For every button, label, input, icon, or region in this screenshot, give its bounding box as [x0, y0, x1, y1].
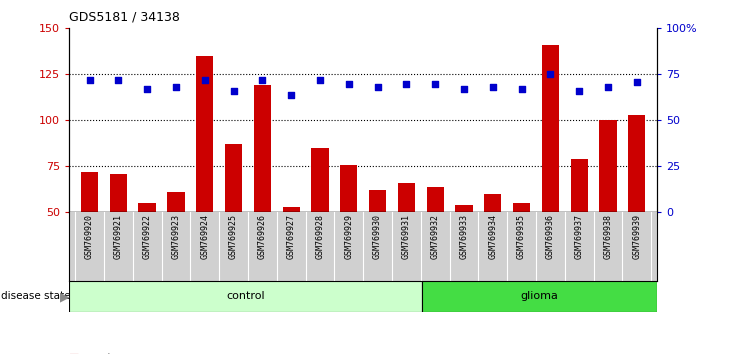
Text: GSM769935: GSM769935 — [517, 215, 526, 259]
Text: GSM769934: GSM769934 — [488, 215, 497, 259]
Point — [429, 81, 441, 86]
Bar — [599, 120, 617, 212]
Text: GSM769921: GSM769921 — [114, 215, 123, 259]
Text: GSM769930: GSM769930 — [373, 215, 382, 259]
Bar — [629, 115, 645, 212]
Bar — [422, 281, 657, 312]
Text: ■: ■ — [69, 353, 80, 354]
Point — [602, 84, 614, 90]
Point — [112, 77, 124, 83]
Point — [401, 81, 412, 86]
Point — [343, 81, 355, 86]
Point — [516, 86, 528, 92]
Point — [285, 92, 297, 97]
Text: GSM769927: GSM769927 — [287, 215, 296, 259]
Text: GSM769923: GSM769923 — [172, 215, 180, 259]
Text: count: count — [82, 353, 112, 354]
Bar — [426, 187, 444, 212]
Bar — [196, 56, 213, 212]
Bar — [513, 203, 530, 212]
Text: GDS5181 / 34138: GDS5181 / 34138 — [69, 11, 180, 24]
Text: GSM769926: GSM769926 — [258, 215, 267, 259]
Point — [458, 86, 470, 92]
Text: glioma: glioma — [520, 291, 558, 302]
Text: GSM769939: GSM769939 — [632, 215, 642, 259]
Bar — [542, 45, 559, 212]
Bar — [484, 194, 502, 212]
Text: GSM769928: GSM769928 — [315, 215, 324, 259]
Point — [545, 72, 556, 77]
Text: GSM769924: GSM769924 — [200, 215, 210, 259]
Point — [170, 84, 182, 90]
Bar — [81, 172, 98, 212]
Point — [199, 77, 210, 83]
Point — [228, 88, 239, 94]
Bar — [254, 85, 271, 212]
Text: control: control — [226, 291, 265, 302]
Text: ▶: ▶ — [60, 290, 69, 303]
Bar — [369, 190, 386, 212]
Bar — [311, 148, 329, 212]
Text: disease state: disease state — [1, 291, 70, 302]
Bar — [571, 159, 588, 212]
Bar — [283, 207, 300, 212]
Point — [372, 84, 383, 90]
Bar — [69, 281, 422, 312]
Text: GSM769922: GSM769922 — [142, 215, 152, 259]
Text: GSM769929: GSM769929 — [345, 215, 353, 259]
Point — [256, 77, 268, 83]
Point — [314, 77, 326, 83]
Text: GSM769931: GSM769931 — [402, 215, 411, 259]
Bar — [110, 174, 127, 212]
Point — [142, 86, 153, 92]
Point — [573, 88, 585, 94]
Text: GSM769937: GSM769937 — [575, 215, 584, 259]
Bar — [139, 203, 155, 212]
Point — [631, 79, 642, 85]
Text: GSM769925: GSM769925 — [229, 215, 238, 259]
Point — [487, 84, 499, 90]
Text: GSM769920: GSM769920 — [85, 215, 94, 259]
Text: GSM769933: GSM769933 — [459, 215, 469, 259]
Bar — [340, 165, 358, 212]
Bar — [398, 183, 415, 212]
Bar — [456, 205, 472, 212]
Text: GSM769936: GSM769936 — [546, 215, 555, 259]
Point — [84, 77, 96, 83]
Text: GSM769932: GSM769932 — [431, 215, 439, 259]
Text: GSM769938: GSM769938 — [604, 215, 612, 259]
Bar — [167, 192, 185, 212]
Bar — [225, 144, 242, 212]
